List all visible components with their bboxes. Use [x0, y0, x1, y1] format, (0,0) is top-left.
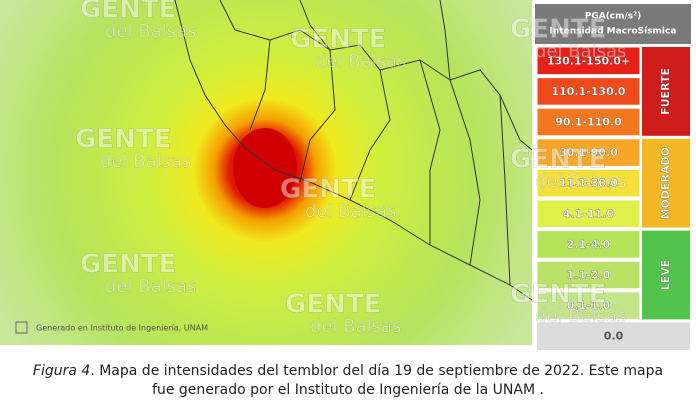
legend-row-label: 30.1-90.0 [559, 146, 618, 159]
legend-swatch [536, 168, 641, 198]
legend-header: PGA(cm/s²) [585, 12, 641, 22]
legend-swatch [536, 138, 641, 167]
legend-swatch [536, 291, 641, 320]
watermark-brand: GENTE [80, 250, 176, 280]
legend-row-label: 4.1-11.0 [563, 207, 615, 220]
watermark-brand: GENTE [285, 290, 381, 320]
legend-row-label: 11.1-30.0 [559, 177, 618, 190]
borders [174, 0, 533, 301]
watermark-brand: GENTE [290, 25, 386, 55]
legend-row-label: 2.1-4.0 [567, 238, 611, 251]
legend-group-label: LEVE [659, 260, 672, 291]
legend-row-label: 0.1-1.0 [567, 299, 611, 312]
watermark-sub: del Balsas [535, 306, 626, 327]
legend-swatch [536, 107, 641, 137]
legend-group [642, 47, 690, 136]
legend-group [642, 138, 690, 228]
legend-zero-label: 0.0 [604, 330, 624, 343]
watermark-brand: GENTE [510, 145, 606, 175]
legend-swatch [536, 77, 641, 106]
watermark-brand: GENTE [80, 0, 176, 25]
caption: Figura 4. Mapa de intensidades del tembl… [20, 362, 676, 400]
watermark-sub: del Balsas [315, 51, 406, 72]
legend-swatch [536, 260, 641, 290]
watermark-sub: del Balsas [310, 316, 401, 337]
watermark-brand: GENTE [75, 125, 171, 155]
legend-row-label: 130.1-150.0+ [547, 54, 630, 67]
legend-row-label: 90.1-110.0 [555, 116, 622, 129]
epicenter-zone [233, 128, 297, 208]
watermark-brand: GENTE [280, 175, 376, 205]
caption-text: . Mapa de intensidades del temblor del d… [90, 363, 664, 398]
legend-group-label: FUERTE [659, 68, 672, 115]
legend-zero [537, 322, 690, 350]
map-credit: Generado en Instituto de Ingeniería, UNA… [36, 324, 208, 333]
legend-swatch [536, 230, 641, 259]
watermark-sub: del Balsas [100, 151, 191, 172]
watermark-sub: del Balsas [535, 41, 626, 62]
legend-group-label: MODERADO [659, 147, 672, 219]
map-figure: Generado en Instituto de Ingeniería, UNA… [0, 0, 691, 350]
legend-group [642, 230, 690, 320]
watermark-sub: del Balsas [105, 21, 196, 42]
watermark-sub: del Balsas [305, 201, 396, 222]
watermark-sub: del Balsas [535, 171, 626, 192]
legend-swatch [536, 46, 641, 76]
legend-header-bg [535, 4, 691, 44]
watermark-brand: GENTE [510, 15, 606, 45]
watermark-brand: GENTE [510, 280, 606, 310]
legend-row-label: 1.1-2.0 [567, 269, 611, 282]
legend-header: Intensidad MacroSísmica [550, 27, 677, 37]
legend-swatch [536, 199, 641, 229]
caption-figure: Figura 4 [32, 363, 91, 379]
legend-row-label: 110.1-130.0 [551, 85, 625, 98]
legend: PGA(cm/s²) Intensidad MacroSísmica 130.1… [535, 4, 691, 350]
watermark-sub: del Balsas [105, 276, 196, 297]
credit-icon [15, 321, 28, 334]
